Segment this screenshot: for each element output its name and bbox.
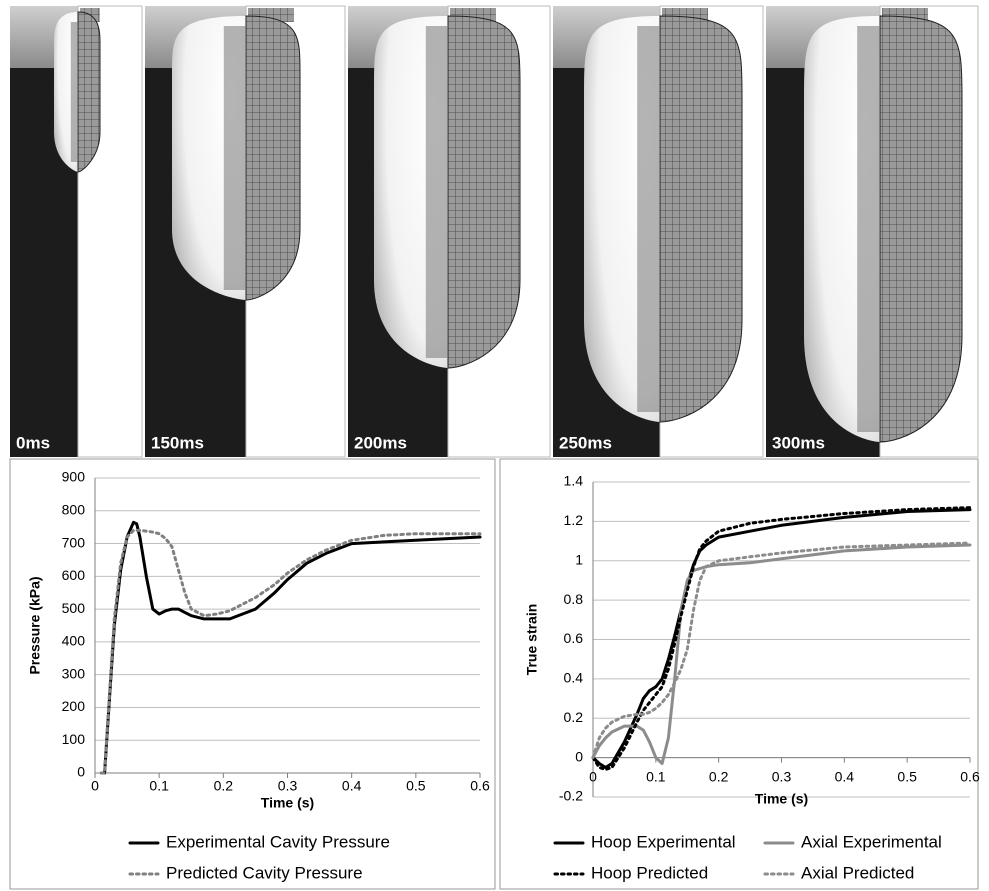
series-line xyxy=(99,520,482,775)
y-tick-label: 800 xyxy=(62,501,86,517)
y-tick-label: 700 xyxy=(62,534,86,550)
y-tick-label: 600 xyxy=(62,567,86,583)
series-line xyxy=(591,541,972,760)
balloon-mesh xyxy=(245,15,301,301)
x-tick-label: 0 xyxy=(91,778,99,794)
y-tick-label: 1.2 xyxy=(564,512,584,528)
stone-band xyxy=(857,26,880,432)
y-tick-label: 1.4 xyxy=(564,473,584,489)
photo-strip: 0ms 150ms 200ms 250ms 300ms xyxy=(10,5,979,458)
x-axis-title: Time (s) xyxy=(261,795,314,811)
y-tick-label: -0.2 xyxy=(559,788,583,804)
y-tick-label: 200 xyxy=(62,698,86,714)
y-tick-label: 100 xyxy=(62,731,86,747)
stone-band xyxy=(223,26,246,290)
panel-label: 0ms xyxy=(16,433,50,452)
x-tick-label: 0.1 xyxy=(149,778,169,794)
balloon-mesh xyxy=(447,15,521,369)
x-tick-label: 0.5 xyxy=(406,778,426,794)
y-tick-label: 0.4 xyxy=(564,670,584,686)
stone-band xyxy=(425,26,448,358)
chart-frame xyxy=(9,458,496,890)
y-tick-label: 0 xyxy=(575,748,583,764)
chart-frame xyxy=(499,458,979,890)
legend-label: Experimental Cavity Pressure xyxy=(166,832,390,851)
legend-label: Axial Experimental xyxy=(801,832,942,851)
y-axis-title: Pressure (kPa) xyxy=(27,576,43,674)
series-line xyxy=(591,543,972,765)
x-tick-label: 0.3 xyxy=(278,778,298,794)
y-tick-label: 400 xyxy=(62,633,86,649)
stone-band xyxy=(637,26,660,412)
balloon-mesh xyxy=(77,11,101,173)
y-tick-label: 0.6 xyxy=(564,630,584,646)
legend-label: Axial Predicted xyxy=(801,863,914,882)
y-tick-label: 0.2 xyxy=(564,709,584,725)
legend-label: Predicted Cavity Pressure xyxy=(166,863,363,882)
panel-label: 200ms xyxy=(354,433,407,452)
x-tick-label: 0.1 xyxy=(646,769,666,785)
series-line xyxy=(591,506,972,771)
series-line xyxy=(591,508,972,769)
y-tick-label: 500 xyxy=(62,600,86,616)
x-tick-label: 0.4 xyxy=(835,769,855,785)
y-tick-label: 300 xyxy=(62,665,86,681)
y-axis-title: True strain xyxy=(524,604,540,676)
x-tick-label: 0.4 xyxy=(342,778,362,794)
y-tick-label: 1 xyxy=(575,551,583,567)
y-tick-label: 900 xyxy=(62,469,86,485)
panel-label: 150ms xyxy=(151,433,204,452)
balloon-mesh xyxy=(879,15,963,443)
panel-label: 300ms xyxy=(772,433,825,452)
y-tick-label: 0 xyxy=(77,764,85,780)
x-tick-label: 0 xyxy=(589,769,597,785)
balloon-mesh xyxy=(659,15,743,423)
legend-label: Hoop Experimental xyxy=(591,832,736,851)
x-axis-title: Time (s) xyxy=(755,791,808,807)
x-tick-label: 0.6 xyxy=(470,778,490,794)
series-line xyxy=(99,528,482,775)
x-tick-label: 0.2 xyxy=(214,778,234,794)
y-tick-label: 0.8 xyxy=(564,591,584,607)
x-tick-label: 0.5 xyxy=(897,769,917,785)
stone-band xyxy=(70,22,78,162)
legend-label: Hoop Predicted xyxy=(591,863,708,882)
x-tick-label: 0.3 xyxy=(772,769,792,785)
panel-label: 250ms xyxy=(559,433,612,452)
x-tick-label: 0.6 xyxy=(960,769,980,785)
x-tick-label: 0.2 xyxy=(709,769,729,785)
